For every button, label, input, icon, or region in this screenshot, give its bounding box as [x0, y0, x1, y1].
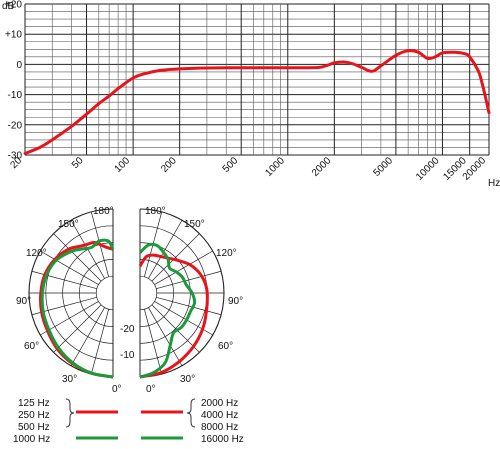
- left-angle-120-label: 120°: [26, 248, 47, 259]
- right-angle-30-label: 30°: [180, 374, 195, 385]
- polar-center-gap: [115, 205, 138, 383]
- frequency-y-ticks: +20 +10 0 -10 -20 -30: [5, 0, 22, 162]
- right-polar-spoke: [156, 297, 222, 316]
- frequency-response-curve: [23, 49, 491, 155]
- left-angle-150-label: 150°: [58, 219, 79, 230]
- radial-minus10-label: -10: [120, 350, 135, 361]
- right-polar-spoke: [144, 309, 163, 375]
- right-polar-spoke: [148, 307, 183, 366]
- legend-left-brace: [65, 398, 75, 428]
- left-polar-spoke: [53, 304, 102, 353]
- y-axis-unit-label: dB: [2, 1, 15, 12]
- legend-right-label-4000: 4000 Hz: [201, 410, 239, 421]
- legend-left-label-1000: 1000 Hz: [13, 434, 51, 445]
- legend-left-label-125: 125 Hz: [18, 398, 50, 409]
- right-angle-90-label: 90°: [228, 296, 243, 307]
- legend-right-brace: [186, 398, 196, 428]
- legend-right-label-16000: 16000 Hz: [201, 434, 244, 445]
- polar-angle-labels: 180° 150° 120° 90° 60° 30° 0° 180° 150° …: [16, 206, 243, 395]
- legend-left-label-250: 250 Hz: [18, 410, 50, 421]
- freq-y-tick-label: +10: [5, 30, 22, 41]
- legend: [65, 398, 196, 440]
- left-polar-ring: [95, 275, 114, 311]
- right-angle-120-label: 120°: [216, 248, 237, 259]
- left-angle-0-label: 0°: [112, 384, 122, 395]
- freq-y-tick-label: -30: [8, 151, 23, 162]
- right-polar-spoke: [154, 250, 213, 285]
- left-angle-60-label: 60°: [24, 341, 39, 352]
- polar-grid: [28, 205, 225, 383]
- right-angle-150-label: 150°: [184, 219, 205, 230]
- frequency-response-chart: +20+100-10-20-30 20 50 100 200 500 1000 2000 50…: [2, 0, 500, 189]
- right-polar-ring: [139, 275, 158, 311]
- radial-minus20-label: -20: [120, 324, 135, 335]
- left-polar-spoke: [31, 270, 97, 289]
- right-polar-spoke: [151, 304, 200, 353]
- right-angle-60-label: 60°: [218, 341, 233, 352]
- freq-y-tick-label: -20: [8, 120, 23, 131]
- legend-right-label-2000: 2000 Hz: [201, 398, 239, 409]
- right-angle-0-label: 0°: [146, 384, 156, 395]
- freq-y-tick-label: 0: [16, 60, 22, 71]
- left-angle-180-label: 180°: [93, 206, 114, 217]
- right-polar-spoke: [148, 220, 183, 279]
- x-axis-unit-label: Hz: [488, 178, 500, 189]
- legend-left-label-500: 500 Hz: [18, 422, 50, 433]
- left-polar-spoke: [40, 250, 99, 285]
- legend-right-label-8000: 8000 Hz: [201, 422, 239, 433]
- left-angle-30-label: 30°: [62, 374, 77, 385]
- freq-y-tick-label: +20: [5, 0, 22, 11]
- left-polar-spoke: [70, 307, 105, 366]
- right-polar-spoke: [151, 233, 200, 282]
- left-polar-curve-1: [40, 238, 115, 379]
- right-polar-curve-0: [138, 253, 209, 379]
- right-angle-180-label: 180°: [145, 206, 166, 217]
- left-angle-90-label: 90°: [16, 296, 31, 307]
- left-polar-spoke: [90, 309, 109, 375]
- right-polar-curve-1: [138, 242, 197, 379]
- right-polar-spoke: [156, 270, 222, 289]
- polar-curves: [38, 238, 209, 379]
- freq-y-tick-label: -10: [8, 90, 23, 101]
- frequency-grid: [24, 3, 490, 156]
- left-polar-spoke: [53, 233, 102, 282]
